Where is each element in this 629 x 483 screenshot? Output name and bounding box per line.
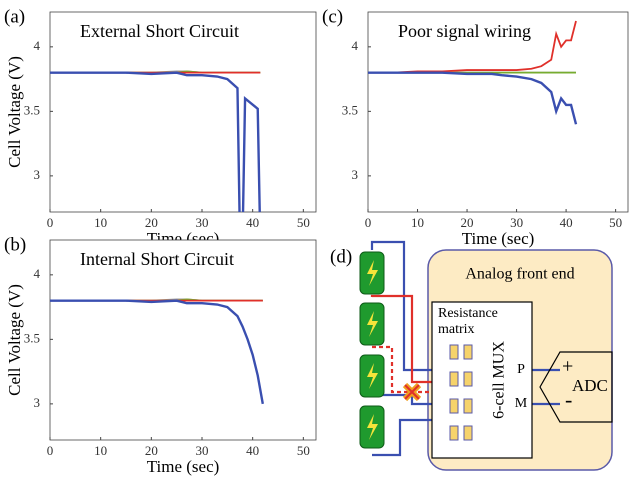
y-tick-label: 3.5 [342, 102, 358, 117]
fault-mark [402, 382, 422, 402]
x-tick-label: 20 [461, 215, 474, 230]
y-tick-label: 3.5 [24, 102, 40, 117]
y-tick-label: 3 [34, 167, 41, 182]
y-tick-label: 3 [352, 167, 359, 182]
series-group [368, 20, 578, 125]
plot-area [49, 239, 317, 441]
y-axis-label: Cell Voltage (V) [5, 56, 24, 168]
x-tick-label: 10 [411, 215, 424, 230]
x-tick-label: 50 [297, 443, 310, 458]
panel-label: (d) [330, 246, 352, 267]
mux-label: 6-cell MUX [491, 341, 508, 419]
x-tick-label: 50 [609, 215, 622, 230]
x-tick-label: 40 [246, 215, 259, 230]
series-line [50, 71, 261, 212]
x-tick-label: 20 [145, 443, 158, 458]
series-line [368, 71, 578, 125]
series-group [50, 70, 261, 212]
port-p: P [517, 362, 525, 377]
wires [370, 240, 560, 457]
x-axis-label: Time (sec) [147, 457, 220, 476]
plus: + [562, 356, 573, 378]
diagram: (d) Analog front end Resistance matrix [330, 240, 613, 471]
x-axis-label: Time (sec) [462, 229, 535, 248]
port-m: M [515, 396, 528, 411]
series-line [50, 299, 264, 405]
x-tick-label: 30 [196, 443, 209, 458]
minus: - [565, 387, 572, 412]
x-tick-label: 30 [510, 215, 523, 230]
y-tick-label: 3 [34, 395, 41, 410]
plot-area [367, 11, 629, 213]
adc-shape [539, 351, 613, 423]
x-tick-label: 50 [297, 215, 310, 230]
matrix-label: matrix [438, 322, 475, 337]
panel-label: (b) [4, 234, 26, 255]
y-tick-label: 4 [34, 38, 41, 53]
matrix-label: Resistance [438, 306, 498, 321]
y-tick-label: 4 [352, 38, 359, 53]
chart-title: Poor signal wiring [398, 21, 531, 41]
y-axis-label: Cell Voltage (V) [5, 284, 24, 396]
y-tick-label: 3.5 [24, 330, 40, 345]
x-tick-label: 0 [365, 215, 372, 230]
panel-label: (a) [4, 6, 25, 27]
series-group [50, 298, 264, 405]
panel-label: (c) [322, 6, 343, 27]
afe-title: Analog front end [465, 266, 574, 283]
x-tick-label: 40 [560, 215, 573, 230]
x-tick-label: 0 [47, 443, 54, 458]
adc-label: ADC [572, 376, 608, 395]
x-tick-label: 0 [47, 215, 54, 230]
x-tick-label: 30 [196, 215, 209, 230]
x-tick-label: 40 [246, 443, 259, 458]
y-tick-label: 4 [34, 266, 41, 281]
resistors [449, 344, 473, 441]
chart-title: External Short Circuit [80, 21, 239, 41]
mux-box [431, 301, 533, 459]
plot-area [49, 11, 317, 213]
x-tick-label: 10 [94, 443, 107, 458]
cells [359, 251, 385, 449]
series-line [368, 20, 577, 74]
x-tick-label: 10 [94, 215, 107, 230]
x-tick-label: 20 [145, 215, 158, 230]
chart-title: Internal Short Circuit [80, 249, 234, 269]
